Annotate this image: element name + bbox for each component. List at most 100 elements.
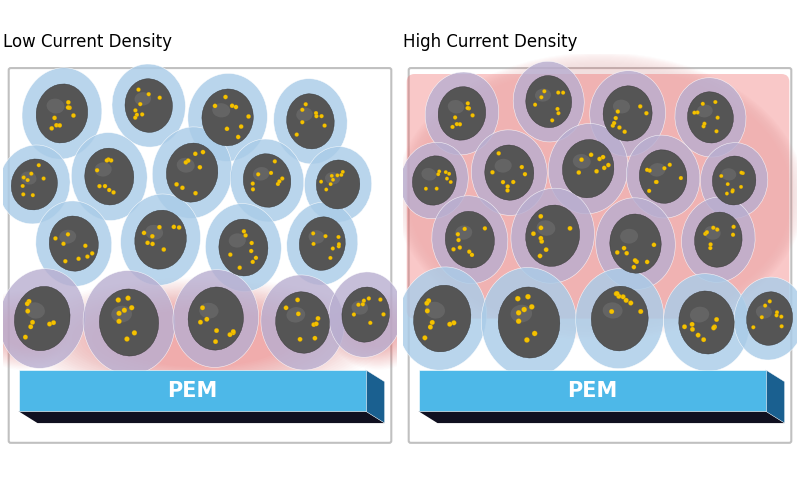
Ellipse shape xyxy=(526,205,580,267)
Circle shape xyxy=(146,92,150,96)
Circle shape xyxy=(668,163,672,167)
Circle shape xyxy=(125,337,130,342)
Circle shape xyxy=(731,233,735,237)
Polygon shape xyxy=(366,370,385,423)
Circle shape xyxy=(647,189,651,193)
Circle shape xyxy=(177,225,182,230)
FancyBboxPatch shape xyxy=(9,68,391,443)
Ellipse shape xyxy=(50,216,98,271)
Ellipse shape xyxy=(219,219,268,276)
Ellipse shape xyxy=(351,301,368,315)
Circle shape xyxy=(341,170,345,174)
Circle shape xyxy=(690,322,694,326)
Ellipse shape xyxy=(304,146,372,222)
Circle shape xyxy=(725,192,729,195)
Circle shape xyxy=(714,129,718,133)
Ellipse shape xyxy=(448,100,464,114)
Circle shape xyxy=(526,294,530,299)
Circle shape xyxy=(741,172,745,175)
Circle shape xyxy=(311,242,315,246)
Ellipse shape xyxy=(146,225,163,240)
Circle shape xyxy=(638,104,642,109)
Ellipse shape xyxy=(535,89,551,102)
Circle shape xyxy=(538,236,543,240)
Circle shape xyxy=(522,307,526,312)
Circle shape xyxy=(30,320,35,324)
Ellipse shape xyxy=(286,94,334,149)
Circle shape xyxy=(622,246,626,250)
Circle shape xyxy=(644,111,649,115)
Ellipse shape xyxy=(229,233,246,247)
Circle shape xyxy=(356,303,361,307)
Circle shape xyxy=(184,160,188,164)
Circle shape xyxy=(711,226,715,230)
Circle shape xyxy=(444,171,448,174)
Circle shape xyxy=(117,319,122,324)
Ellipse shape xyxy=(432,196,508,284)
Circle shape xyxy=(116,297,121,302)
Circle shape xyxy=(95,168,99,173)
Ellipse shape xyxy=(602,302,622,318)
Ellipse shape xyxy=(212,103,230,117)
Circle shape xyxy=(719,174,723,178)
Circle shape xyxy=(228,253,232,257)
Circle shape xyxy=(103,184,107,188)
Circle shape xyxy=(249,249,254,253)
Ellipse shape xyxy=(83,271,175,374)
Circle shape xyxy=(780,324,783,328)
Circle shape xyxy=(352,312,356,316)
Circle shape xyxy=(455,122,459,126)
Circle shape xyxy=(449,180,453,184)
Ellipse shape xyxy=(414,285,471,352)
Ellipse shape xyxy=(704,226,721,240)
Ellipse shape xyxy=(526,75,572,128)
Circle shape xyxy=(716,116,719,120)
Circle shape xyxy=(134,116,138,120)
Ellipse shape xyxy=(482,268,577,377)
Ellipse shape xyxy=(701,143,768,218)
Ellipse shape xyxy=(22,68,102,159)
Circle shape xyxy=(230,104,234,108)
Circle shape xyxy=(731,225,736,229)
Ellipse shape xyxy=(438,87,486,140)
Circle shape xyxy=(628,301,633,305)
Circle shape xyxy=(150,234,154,238)
Circle shape xyxy=(726,182,730,186)
Circle shape xyxy=(142,231,146,235)
Ellipse shape xyxy=(188,73,267,161)
Circle shape xyxy=(223,95,228,99)
Circle shape xyxy=(28,324,33,329)
Ellipse shape xyxy=(576,269,664,369)
Circle shape xyxy=(158,225,162,229)
Ellipse shape xyxy=(296,108,313,121)
Circle shape xyxy=(542,90,546,93)
Circle shape xyxy=(117,311,122,316)
Circle shape xyxy=(422,336,427,340)
Ellipse shape xyxy=(316,160,360,209)
Circle shape xyxy=(198,320,203,324)
Polygon shape xyxy=(18,411,385,423)
Circle shape xyxy=(194,191,198,195)
Circle shape xyxy=(617,294,622,299)
Circle shape xyxy=(295,298,300,302)
Circle shape xyxy=(298,337,302,342)
Circle shape xyxy=(555,107,559,111)
Circle shape xyxy=(250,182,254,186)
Circle shape xyxy=(37,163,41,167)
Circle shape xyxy=(269,171,273,175)
Circle shape xyxy=(135,113,139,117)
Circle shape xyxy=(633,258,638,263)
Circle shape xyxy=(52,116,57,120)
Circle shape xyxy=(462,227,466,231)
Circle shape xyxy=(322,124,326,128)
Circle shape xyxy=(137,88,141,92)
Circle shape xyxy=(213,104,217,108)
FancyBboxPatch shape xyxy=(18,370,366,411)
Circle shape xyxy=(231,329,235,334)
Circle shape xyxy=(622,130,626,134)
Circle shape xyxy=(602,165,606,170)
Circle shape xyxy=(367,296,371,300)
Ellipse shape xyxy=(682,197,755,282)
Ellipse shape xyxy=(721,169,736,181)
Text: Low Current Density: Low Current Density xyxy=(2,33,172,51)
